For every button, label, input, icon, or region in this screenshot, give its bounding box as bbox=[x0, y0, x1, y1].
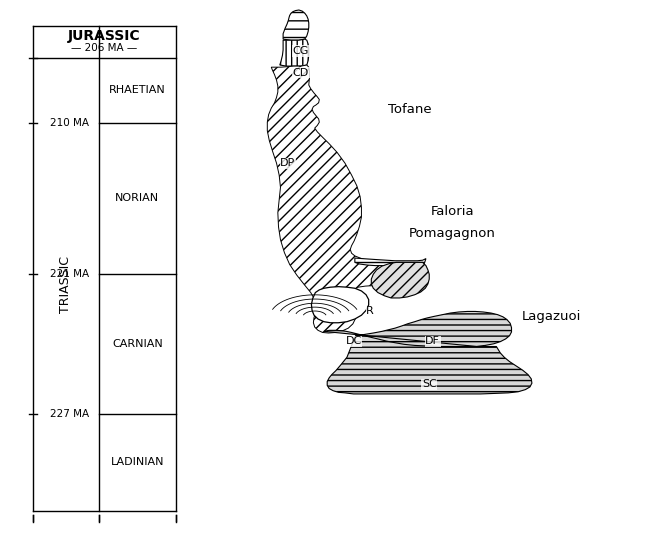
Text: NORIAN: NORIAN bbox=[115, 193, 159, 203]
Polygon shape bbox=[283, 10, 309, 40]
Text: R: R bbox=[366, 306, 374, 317]
Text: Pomagagnon: Pomagagnon bbox=[409, 227, 496, 240]
Text: CD: CD bbox=[293, 68, 309, 78]
Text: CARNIAN: CARNIAN bbox=[112, 339, 163, 349]
Text: LADINIAN: LADINIAN bbox=[110, 457, 164, 467]
Polygon shape bbox=[280, 39, 309, 66]
Text: CG: CG bbox=[293, 46, 309, 56]
Text: Faloria: Faloria bbox=[430, 205, 474, 218]
Polygon shape bbox=[267, 65, 426, 333]
Text: DF: DF bbox=[425, 336, 440, 346]
Text: SC: SC bbox=[422, 379, 437, 389]
Text: — 206 MA —: — 206 MA — bbox=[71, 43, 137, 53]
Text: 221 MA: 221 MA bbox=[50, 269, 89, 279]
Text: RHAETIAN: RHAETIAN bbox=[109, 85, 166, 95]
Polygon shape bbox=[311, 287, 369, 323]
Polygon shape bbox=[371, 262, 429, 298]
Text: DC: DC bbox=[346, 336, 362, 346]
Text: TRIASSIC: TRIASSIC bbox=[59, 256, 73, 313]
Text: 210 MA: 210 MA bbox=[50, 118, 89, 128]
Text: JURASSIC: JURASSIC bbox=[68, 29, 141, 43]
Text: Tofane: Tofane bbox=[387, 103, 431, 116]
Text: 227 MA: 227 MA bbox=[50, 409, 89, 419]
Text: DP: DP bbox=[280, 158, 295, 168]
Polygon shape bbox=[355, 258, 426, 266]
Text: Lagazuoi: Lagazuoi bbox=[522, 311, 581, 324]
Polygon shape bbox=[324, 312, 532, 394]
